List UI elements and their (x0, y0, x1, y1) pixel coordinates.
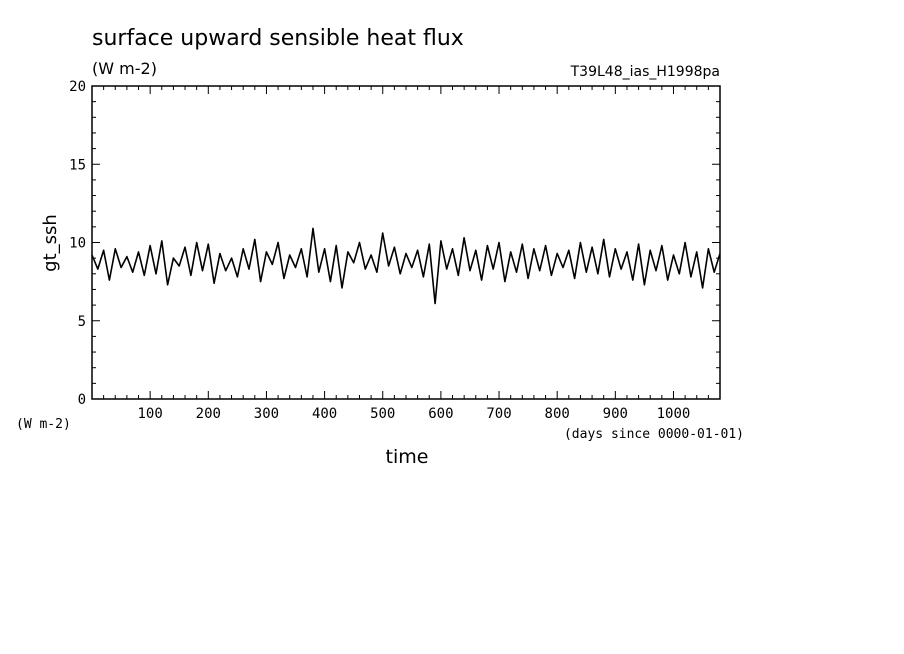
x-tick-label: 700 (486, 406, 511, 422)
run-label: T39L48_ias_H1998pa (570, 64, 720, 80)
y-tick-label: 0 (78, 392, 86, 408)
x-tick-label: 400 (312, 406, 337, 422)
y-axis-label: gt_ssh (40, 214, 61, 272)
x-tick-label: 1000 (657, 406, 691, 422)
y-tick-labels: 0 5 10 15 20 (69, 79, 86, 408)
chart-title: surface upward sensible heat flux (92, 26, 464, 51)
axis-ticks (92, 85, 720, 400)
y-tick-label: 20 (69, 79, 86, 95)
y-tick-label: 15 (69, 157, 86, 173)
x-axis-label: time (386, 446, 429, 468)
x-tick-labels: 100 200 300 400 500 600 700 800 900 1000 (137, 406, 690, 422)
y-tick-label: 10 (69, 236, 86, 252)
y-unit-label: (W m-2) (16, 417, 71, 432)
x-tick-label: 600 (428, 406, 453, 422)
x-tick-label: 300 (254, 406, 279, 422)
x-unit-label: (days since 0000-01-01) (564, 427, 744, 442)
y-tick-label: 5 (78, 314, 86, 330)
x-tick-label: 200 (196, 406, 221, 422)
x-tick-label: 800 (545, 406, 570, 422)
x-tick-label: 900 (603, 406, 628, 422)
plot-frame (91, 85, 721, 400)
x-tick-label: 500 (370, 406, 395, 422)
series-line (91, 227, 721, 305)
x-tick-label: 100 (137, 406, 162, 422)
chart-units: (W m-2) (92, 59, 157, 78)
